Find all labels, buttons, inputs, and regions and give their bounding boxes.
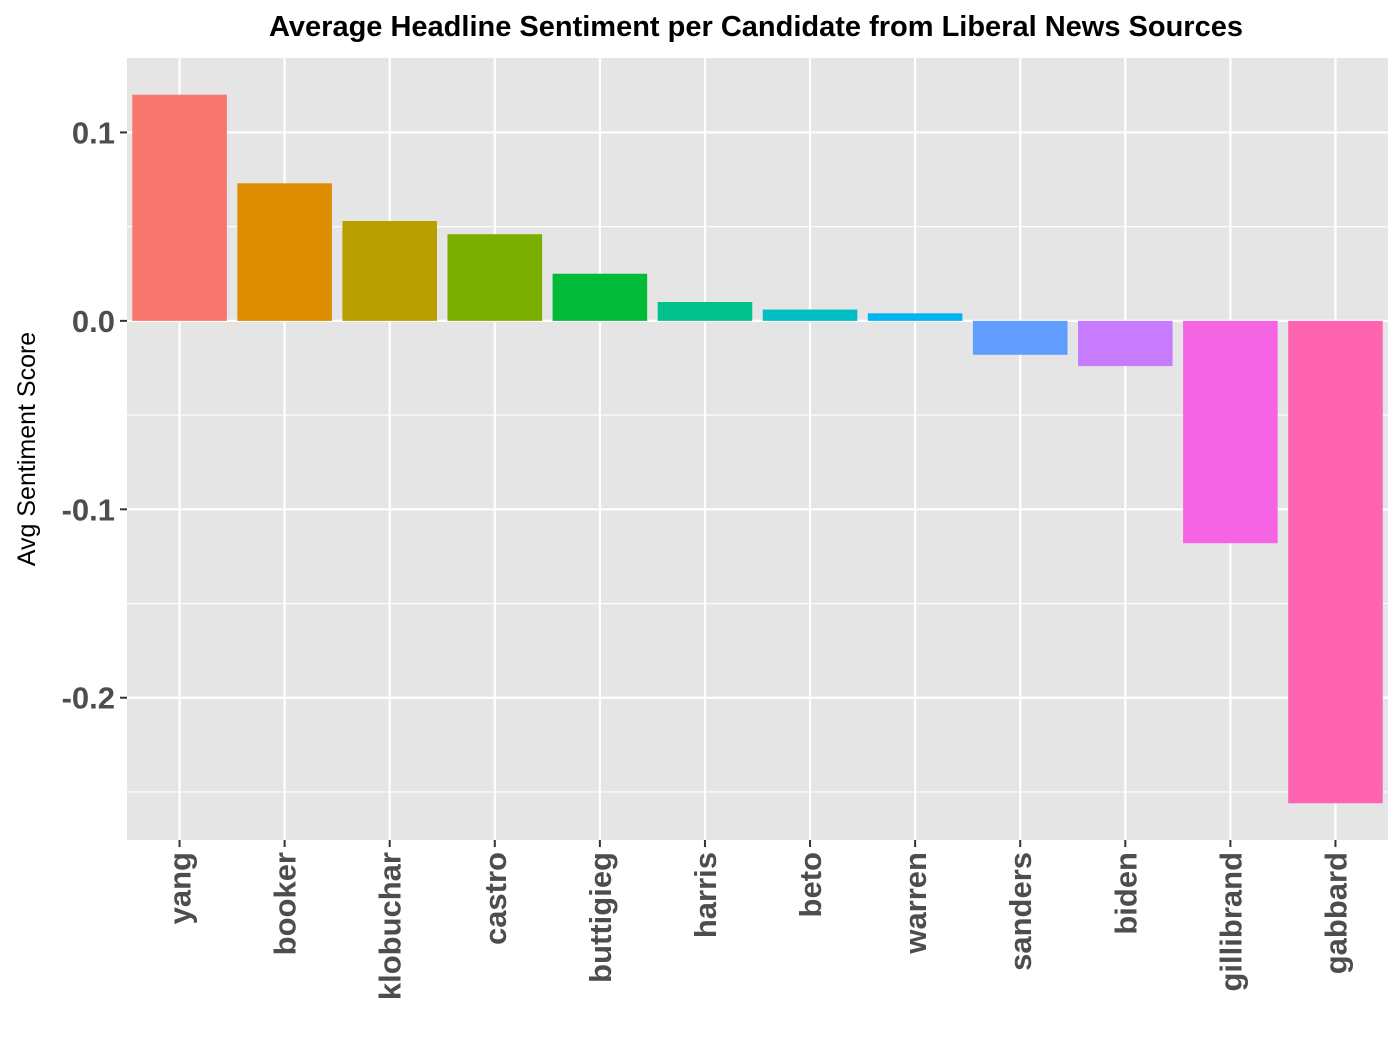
y-tick-label-2: -0.1 — [62, 492, 115, 527]
bar-gabbard — [1288, 320, 1383, 804]
bar-biden — [1078, 320, 1173, 367]
chart-title: Average Headline Sentiment per Candidate… — [269, 11, 1243, 43]
bar-warren — [867, 313, 963, 321]
bar-klobuchar — [342, 220, 437, 321]
x-tick-label-warren: warren — [898, 852, 933, 955]
x-tick-label-sanders: sanders — [1003, 852, 1038, 971]
minor-gridlines — [127, 226, 1388, 793]
bar-harris — [657, 302, 753, 321]
x-tick-label-castro: castro — [478, 852, 513, 945]
y-tick-label-0: 0.1 — [72, 115, 115, 150]
x-tick-label-gabbard: gabbard — [1318, 852, 1353, 974]
x-tick-label-yang: yang — [163, 852, 198, 924]
major-y-gridlines — [127, 131, 1388, 699]
x-tick-label-buttigieg: buttigieg — [583, 852, 618, 983]
bar-yang — [132, 94, 227, 321]
y-tick-label-1: 0.0 — [72, 304, 115, 339]
bars — [132, 94, 1383, 804]
x-tick-label-harris: harris — [688, 852, 723, 938]
y-tick-label-3: -0.2 — [62, 681, 115, 716]
x-tick-label-booker: booker — [268, 852, 303, 955]
x-tick-label-klobuchar: klobuchar — [373, 852, 408, 1000]
x-tick-label-gillibrand: gillibrand — [1213, 852, 1248, 992]
bar-beto — [762, 309, 858, 321]
x-axis: yang booker klobuchar castro buttigieg harris… — [163, 840, 1353, 1000]
y-axis-title: Avg Sentiment Score — [13, 332, 41, 566]
y-axis: 0.1 0.0 -0.1 -0.2 — [62, 115, 127, 716]
bar-gillibrand — [1183, 320, 1278, 544]
plot-panel — [127, 58, 1388, 840]
bar-sanders — [972, 320, 1068, 355]
bar-booker — [237, 183, 332, 321]
x-tick-label-beto: beto — [793, 852, 828, 917]
bar-castro — [447, 234, 543, 321]
bar-buttigieg — [552, 273, 648, 321]
x-tick-label-biden: biden — [1108, 852, 1143, 935]
